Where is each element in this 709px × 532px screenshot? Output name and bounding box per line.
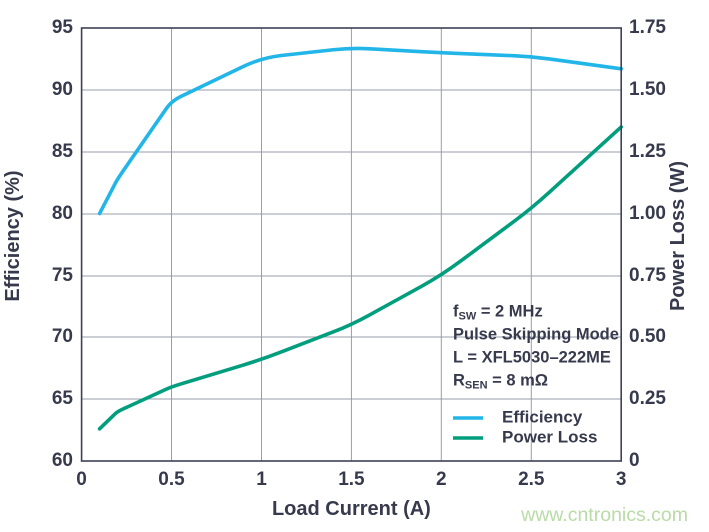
svg-text:0.75: 0.75 (629, 265, 666, 286)
svg-text:90: 90 (52, 79, 73, 100)
svg-text:70: 70 (52, 326, 73, 347)
svg-text:0.50: 0.50 (629, 326, 666, 347)
svg-text:95: 95 (52, 17, 74, 38)
svg-text:0.5: 0.5 (158, 469, 185, 490)
svg-text:80: 80 (52, 203, 73, 224)
svg-text:Pulse Skipping Mode: Pulse Skipping Mode (453, 325, 619, 343)
svg-text:85: 85 (52, 141, 74, 162)
svg-text:2: 2 (436, 469, 447, 490)
svg-text:RSEN = 8 mΩ: RSEN = 8 mΩ (453, 372, 548, 392)
svg-text:Load Current (A): Load Current (A) (272, 498, 431, 520)
svg-text:Power Loss: Power Loss (502, 428, 597, 447)
svg-text:Efficiency (%): Efficiency (%) (2, 170, 24, 301)
svg-text:75: 75 (52, 265, 74, 286)
svg-text:1.75: 1.75 (629, 17, 666, 38)
svg-text:1.50: 1.50 (629, 79, 666, 100)
svg-text:Power Loss (W): Power Loss (W) (667, 161, 689, 311)
svg-text:1.25: 1.25 (629, 141, 666, 162)
svg-text:Efficiency: Efficiency (502, 408, 583, 427)
svg-text:1.5: 1.5 (338, 469, 365, 490)
svg-text:1: 1 (256, 469, 267, 490)
svg-text:0: 0 (629, 450, 640, 471)
svg-text:0: 0 (76, 469, 87, 490)
svg-text:1.00: 1.00 (629, 203, 666, 224)
svg-text:L = XFL5030–222ME: L = XFL5030–222ME (453, 349, 611, 367)
svg-text:3: 3 (616, 469, 627, 490)
svg-text:2.5: 2.5 (518, 469, 545, 490)
svg-text:65: 65 (52, 388, 74, 409)
svg-text:60: 60 (52, 450, 73, 471)
svg-text:0.25: 0.25 (629, 388, 666, 409)
svg-text:www.cntronics.com: www.cntronics.com (520, 504, 688, 526)
svg-text:fSW = 2 MHz: fSW = 2 MHz (453, 302, 543, 322)
